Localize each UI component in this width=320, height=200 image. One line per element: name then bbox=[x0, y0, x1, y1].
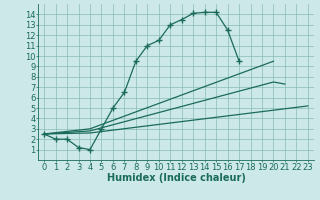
X-axis label: Humidex (Indice chaleur): Humidex (Indice chaleur) bbox=[107, 173, 245, 183]
